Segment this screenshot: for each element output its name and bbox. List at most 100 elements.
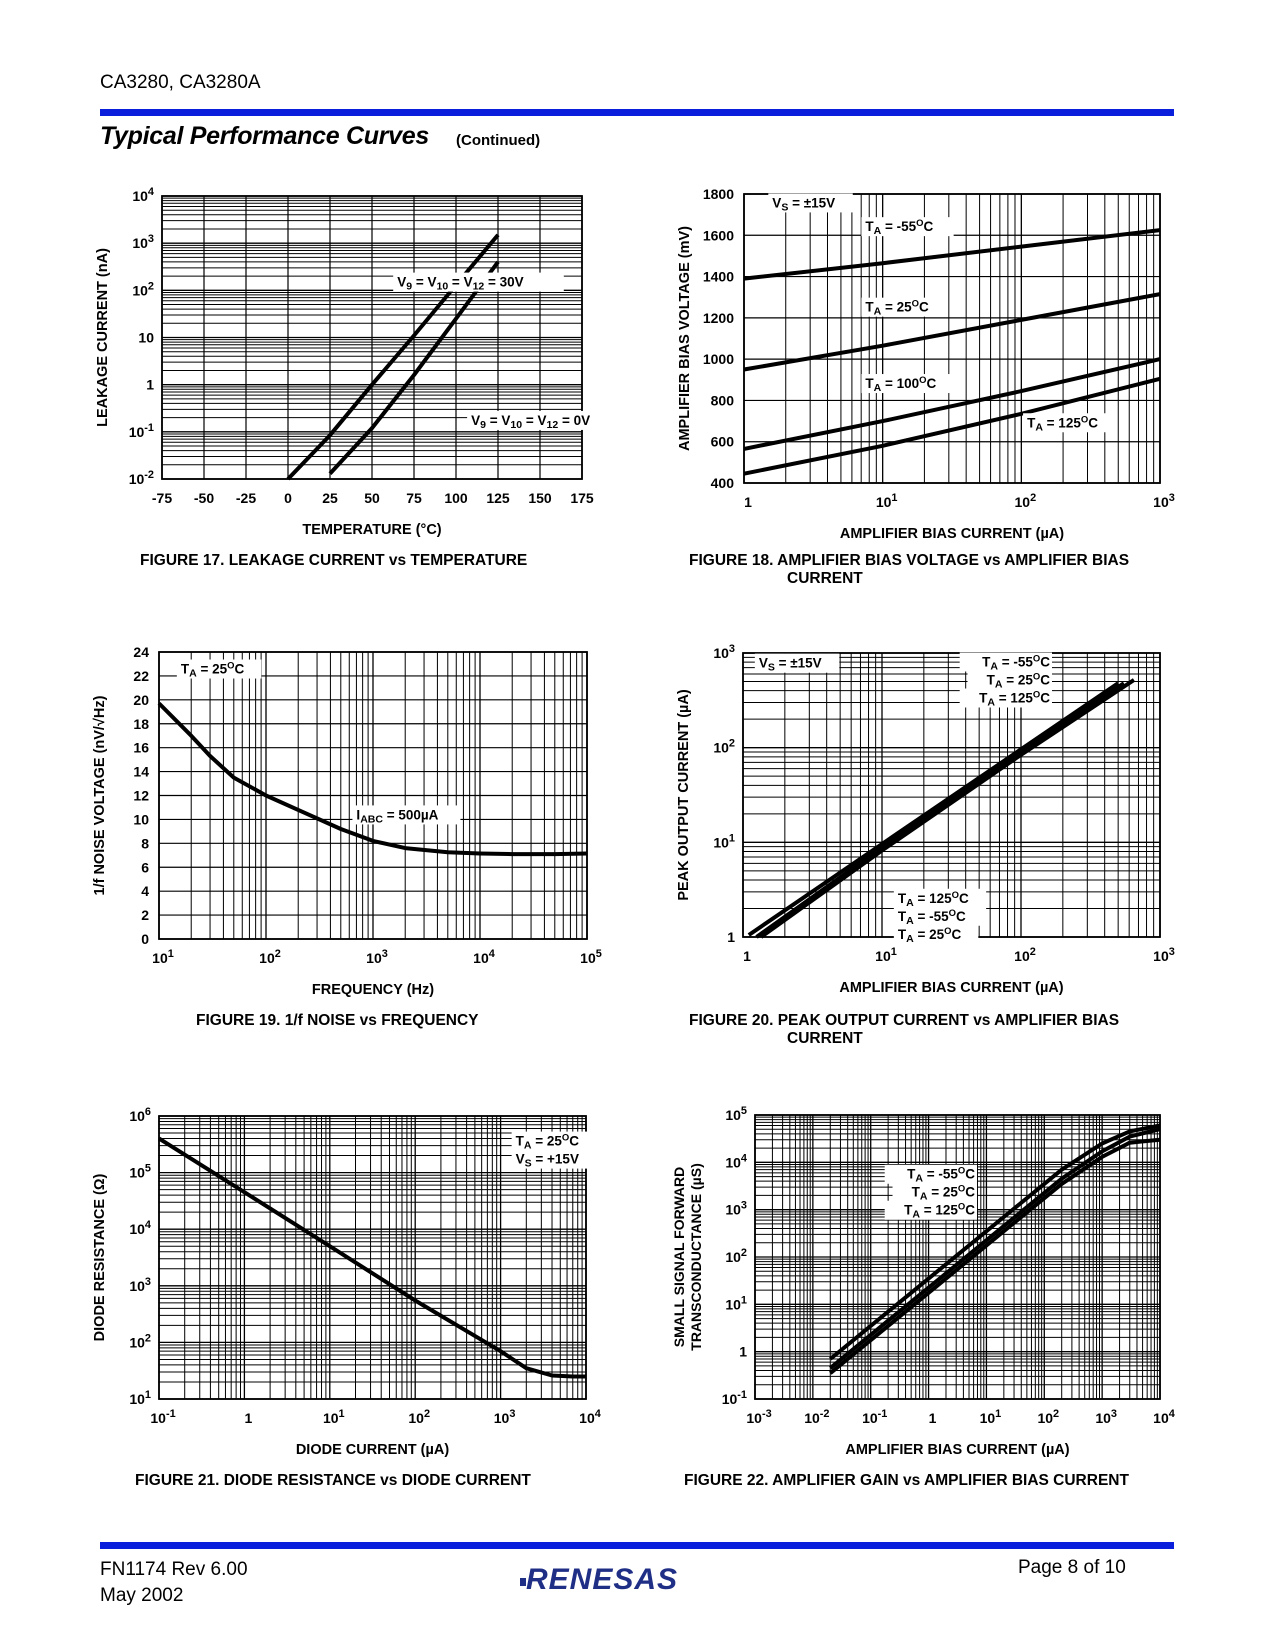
fig21-x-tick-label-base: 10: [150, 1410, 166, 1426]
fig18-annotation-3-unit: C: [926, 376, 936, 391]
fig21-x-tick-label: 1: [245, 1410, 253, 1426]
fig20-y-tick-label: 102: [713, 738, 735, 756]
fig20-annotation-6-deg: O: [944, 926, 951, 937]
fig18-series-1: [743, 292, 1161, 372]
figure-20-caption: FIGURE 20. PEAK OUTPUT CURRENT vs AMPLIF…: [689, 1012, 1119, 1048]
fig21-y-tick-label-base: 10: [129, 1108, 145, 1124]
fig18-x-tick-label: 101: [876, 492, 898, 510]
fig22-x-tick-label: 10-1: [862, 1408, 887, 1426]
fig20-grid: [742, 652, 1161, 938]
fig17-annotation-0-part: = 30V: [484, 275, 523, 290]
fig18-y-tick-label-base: 600: [711, 434, 735, 450]
fig17-y-tick-label-base: 1: [146, 377, 154, 393]
fig20-x-tick-label: 102: [1014, 946, 1036, 964]
fig19-annotation-1-sub: ABC: [360, 813, 383, 825]
fig22-x-tick-label-base: 10: [746, 1410, 762, 1426]
fig17-annotation-1-part: =: [486, 413, 501, 428]
fig20-annotation-2-part: = 25: [1003, 673, 1034, 688]
fig19-x-tick-label-exp: 1: [168, 948, 174, 960]
fig18-x-tick-label-exp: 1: [891, 492, 897, 504]
fig19-y-tick-label: 14: [133, 764, 149, 780]
fig20-annotation-3-sym: T: [979, 691, 988, 706]
fig17-y-tick-label-exp: -1: [144, 422, 154, 434]
fig20-x-tick-label-base: 10: [1014, 948, 1030, 964]
fig22-y-axis-label: TRANSCONDUCTANCE (µS): [688, 1163, 704, 1350]
fig20-annotation-6-sym: T: [898, 927, 907, 942]
fig20-annotation-5-sym: T: [898, 909, 907, 924]
fig21-x-tick-label-base: 1: [245, 1410, 253, 1426]
fig17-x-tick-label-base: 175: [570, 490, 594, 506]
fig20-annotation-3-sub: A: [987, 697, 995, 709]
fig22-annotation-1: TA = 25OC: [912, 1184, 976, 1203]
fig18-annotation-3-sub: A: [874, 382, 882, 394]
fig19-grid: [158, 651, 588, 940]
figure-20-caption-line-1: FIGURE 20. PEAK OUTPUT CURRENT vs AMPLIF…: [689, 1012, 1120, 1029]
fig20-y-axis-label: PEAK OUTPUT CURRENT (µA): [676, 689, 692, 901]
fig18-y-tick-label-base: 1400: [703, 269, 734, 285]
fig17-annotation-0-sub: 12: [473, 281, 485, 293]
fig17-x-tick-label: 150: [528, 490, 552, 506]
fig17-x-tick-label: -50: [194, 490, 214, 506]
fig20-annotation-2: TA = 25OC: [987, 672, 1051, 691]
fig21-annotation-1-sym: V: [516, 1152, 525, 1167]
fig18-annotation-0: VS = ±15V: [772, 195, 835, 213]
fig20-x-tick-label-exp: 1: [891, 946, 897, 958]
fig20-x-axis-label: AMPLIFIER BIAS CURRENT (µA): [839, 980, 1063, 996]
doc-number: FN1174 Rev 6.00: [100, 1559, 248, 1580]
fig22-y-tick-label: 104: [725, 1152, 747, 1170]
fig19-annotation-1-sym: I: [356, 807, 360, 822]
fig20-x-tick-label-exp: 2: [1030, 946, 1036, 958]
fig21-y-tick-label-exp: 2: [145, 1332, 151, 1344]
fig21-y-tick-label-exp: 3: [145, 1276, 151, 1288]
fig18-series-0: [743, 228, 1161, 281]
fig22-annotation-0-sub: A: [915, 1173, 923, 1185]
fig20-x-tick-label: 103: [1153, 946, 1175, 964]
fig19-y-tick-label-base: 22: [133, 668, 149, 684]
fig20-annotation-5-part: = -55: [914, 909, 949, 924]
fig19-y-tick-label-base: 14: [133, 764, 149, 780]
fig21-x-tick-label-base: 10: [494, 1410, 510, 1426]
fig17-annotation-0-part: =: [448, 275, 463, 290]
fig19-x-tick-label-exp: 2: [275, 948, 281, 960]
fig19-x-tick-label-base: 10: [259, 950, 275, 966]
fig20-y-tick-label-exp: 2: [729, 738, 735, 750]
fig20-annotation-4-sub: A: [906, 897, 914, 909]
fig21-y-tick-label: 103: [129, 1276, 151, 1294]
fig19-annotation-0-sym: T: [181, 662, 190, 677]
fig17-annotation-0-sub: 9: [406, 281, 412, 293]
fig20-annotation-6-unit: C: [951, 927, 961, 942]
fig20-annotation-4-sym: T: [898, 891, 907, 906]
fig17-x-tick-label: 75: [406, 490, 422, 506]
fig22-x-tick-label: 103: [1095, 1408, 1117, 1426]
annotation-background: [511, 1131, 597, 1151]
fig17-y-tick-label: 104: [132, 186, 154, 204]
fig19-y-axis-label: 1/f NOISE VOLTAGE (nV/√Hz): [92, 695, 108, 895]
plot-frame: [743, 193, 1161, 484]
fig20-annotation-6: TA = 25OC: [898, 926, 962, 945]
fig20-annotation-3-unit: C: [1040, 691, 1050, 706]
fig18-annotation-1-unit: C: [923, 219, 933, 234]
fig18-x-tick-label: 1: [744, 494, 752, 510]
fig18-y-tick-label-base: 1600: [703, 227, 734, 243]
fig22-annotation-2-deg: O: [958, 1202, 965, 1213]
fig22-x-tick-label-exp: -2: [820, 1408, 830, 1420]
fig17-x-tick-label-base: 100: [444, 490, 468, 506]
fig22-y-tick-label-base: 10: [725, 1202, 741, 1218]
annotation-background: [176, 659, 262, 679]
fig22-y-tick-label-exp: 3: [741, 1200, 747, 1212]
annotation-background: [754, 653, 840, 673]
fig22-y-tick-label-exp: 5: [741, 1105, 747, 1117]
fig22-y-tick-label-base: 10: [725, 1249, 741, 1265]
fig22-y-tick-label-exp: -1: [737, 1389, 747, 1401]
fig19-x-tick-label-exp: 5: [596, 948, 602, 960]
fig20-annotation-5: TA = -55OC: [898, 908, 966, 927]
fig20-x-tick-label-base: 10: [875, 948, 891, 964]
fig19-y-tick-label: 16: [133, 740, 149, 756]
fig20-annotation-0-part: = ±15V: [775, 656, 822, 671]
fig17-y-tick-label-base: 10: [132, 188, 148, 204]
fig19-annotation-1-part: = 500µA: [383, 807, 439, 822]
fig22-y-tick-label-base: 1: [739, 1344, 747, 1360]
fig22-x-tick-label-base: 10: [1095, 1410, 1111, 1426]
